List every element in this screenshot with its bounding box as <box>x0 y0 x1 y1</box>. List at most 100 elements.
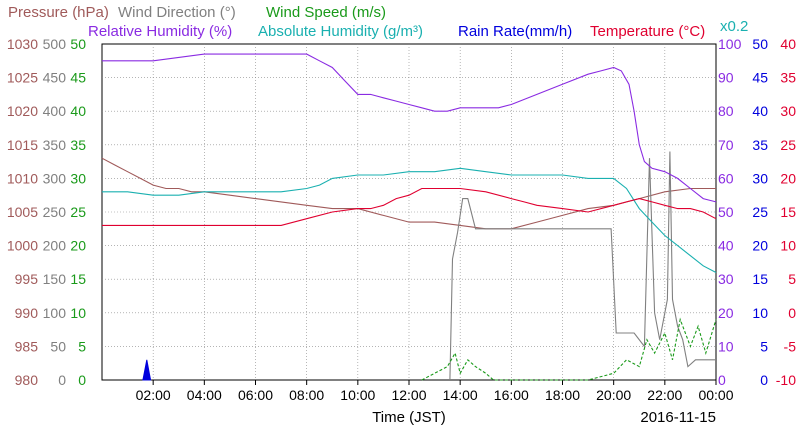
x-tick-label: 06:00 <box>238 387 273 403</box>
x-axis: 02:00 04:00 06:00 08:00 10:00 12:00 14:00 16:00… <box>136 380 734 403</box>
y-tick-temperature: 5 <box>788 271 796 287</box>
grid <box>102 44 716 380</box>
y-tick-wind-speed: 10 <box>70 305 86 321</box>
y-tick-humidity: 0 <box>718 372 726 388</box>
series-wind-speed <box>421 317 717 381</box>
y-tick-humidity: 20 <box>718 305 734 321</box>
y-tick-wind-speed: 0 <box>78 372 86 388</box>
y-tick-temperature: 0 <box>788 305 796 321</box>
y-tick-temperature: 10 <box>780 238 796 254</box>
series-layer <box>101 53 717 381</box>
y-tick-rain-rate: 25 <box>752 204 768 220</box>
x-tick-label: 12:00 <box>391 387 426 403</box>
y-tick-wind-direction: 300 <box>43 170 67 186</box>
y-tick-temperature: 40 <box>780 36 796 52</box>
y-tick-humidity: 30 <box>718 271 734 287</box>
x-tick-label: 00:00 <box>698 387 733 403</box>
y-tick-rain-rate: 40 <box>752 103 768 119</box>
scale-note: x0.2 <box>720 18 748 35</box>
y-tick-temperature: 20 <box>780 170 796 186</box>
y-tick-wind-speed: 45 <box>70 70 86 86</box>
y-tick-wind-direction: 200 <box>43 238 67 254</box>
x-tick-label: 02:00 <box>136 387 171 403</box>
y-tick-humidity: 40 <box>718 238 734 254</box>
y-tick-wind-speed: 25 <box>70 204 86 220</box>
y-tick-pressure: 1010 <box>7 170 38 186</box>
legend-rain-rate: Rain Rate(mm/h) <box>458 23 572 40</box>
x-tick-label: 18:00 <box>545 387 580 403</box>
y-tick-pressure: 1030 <box>7 36 38 52</box>
y-tick-pressure: 1020 <box>7 103 38 119</box>
y-tick-humidity: 90 <box>718 70 734 86</box>
y-tick-humidity: 50 <box>718 204 734 220</box>
y-tick-rain-rate: 45 <box>752 70 768 86</box>
y-tick-wind-direction: 350 <box>43 137 67 153</box>
series-rain-rate <box>142 359 152 381</box>
y-tick-wind-direction: 450 <box>43 70 67 86</box>
x-tick-label: 16:00 <box>494 387 529 403</box>
y-tick-wind-direction: 400 <box>43 103 67 119</box>
x-tick-label: 04:00 <box>187 387 222 403</box>
legend-relative-humidity: Relative Humidity (%) <box>88 23 232 40</box>
y-tick-humidity: 80 <box>718 103 734 119</box>
series-temperature <box>102 187 717 226</box>
y-tick-wind-speed: 35 <box>70 137 86 153</box>
y-tick-pressure: 1000 <box>7 238 38 254</box>
y-tick-pressure: 995 <box>15 271 39 287</box>
y-tick-wind-direction: 150 <box>43 271 67 287</box>
y-tick-wind-speed: 40 <box>70 103 86 119</box>
y-tick-temperature: 25 <box>780 137 796 153</box>
y-tick-pressure: 980 <box>15 372 39 388</box>
x-tick-label: 10:00 <box>340 387 375 403</box>
y-tick-rain-rate: 10 <box>752 305 768 321</box>
y-tick-pressure: 990 <box>15 305 39 321</box>
y-tick-rain-rate: 15 <box>752 271 768 287</box>
y-tick-temperature: -10 <box>776 372 796 388</box>
y-tick-wind-direction: 250 <box>43 204 67 220</box>
left-axes: 1030102510201015101010051000995990985980… <box>7 36 86 388</box>
y-tick-rain-rate: 5 <box>760 338 768 354</box>
y-tick-rain-rate: 35 <box>752 137 768 153</box>
x-tick-label: 20:00 <box>596 387 631 403</box>
series-absolute-humidity <box>102 167 717 273</box>
legend-absolute-humidity: Absolute Humidity (g/m³) <box>258 23 423 40</box>
y-tick-wind-direction: 500 <box>43 36 67 52</box>
y-tick-wind-direction: 50 <box>50 338 66 354</box>
x-tick-label: 14:00 <box>443 387 478 403</box>
y-tick-humidity: 100 <box>718 36 742 52</box>
x-tick-label: 22:00 <box>647 387 682 403</box>
x-axis-label: Time (JST) <box>372 409 446 426</box>
legend-wind-speed: Wind Speed (m/s) <box>266 4 386 21</box>
y-tick-rain-rate: 20 <box>752 238 768 254</box>
y-tick-wind-speed: 20 <box>70 238 86 254</box>
legend-temperature: Temperature (°C) <box>590 23 705 40</box>
y-tick-wind-speed: 30 <box>70 170 86 186</box>
y-tick-wind-speed: 5 <box>78 338 86 354</box>
x-tick-label: 08:00 <box>289 387 324 403</box>
y-tick-temperature: 35 <box>780 70 796 86</box>
legend-wind-direction: Wind Direction (°) <box>118 4 236 21</box>
y-tick-humidity: 60 <box>718 170 734 186</box>
y-tick-wind-speed: 15 <box>70 271 86 287</box>
date-label: 2016-11-15 <box>640 409 716 426</box>
legend-pressure: Pressure (hPa) <box>8 4 109 21</box>
right-axes: 1009080706050403020100504540353025201510… <box>718 36 796 388</box>
y-tick-pressure: 1005 <box>7 204 38 220</box>
series-relative-humidity <box>102 53 717 203</box>
y-tick-temperature: 15 <box>780 204 796 220</box>
series-wind-direction <box>449 151 716 381</box>
y-tick-temperature: -5 <box>784 338 797 354</box>
y-tick-rain-rate: 50 <box>752 36 768 52</box>
y-tick-wind-speed: 50 <box>70 36 86 52</box>
y-tick-rain-rate: 30 <box>752 170 768 186</box>
y-tick-pressure: 1015 <box>7 137 38 153</box>
y-tick-humidity: 70 <box>718 137 734 153</box>
y-tick-rain-rate: 0 <box>760 372 768 388</box>
y-tick-wind-direction: 100 <box>43 305 67 321</box>
y-tick-wind-direction: 0 <box>58 372 66 388</box>
y-tick-temperature: 30 <box>780 103 796 119</box>
y-tick-humidity: 10 <box>718 338 734 354</box>
y-tick-pressure: 1025 <box>7 70 38 86</box>
y-tick-pressure: 985 <box>15 338 39 354</box>
